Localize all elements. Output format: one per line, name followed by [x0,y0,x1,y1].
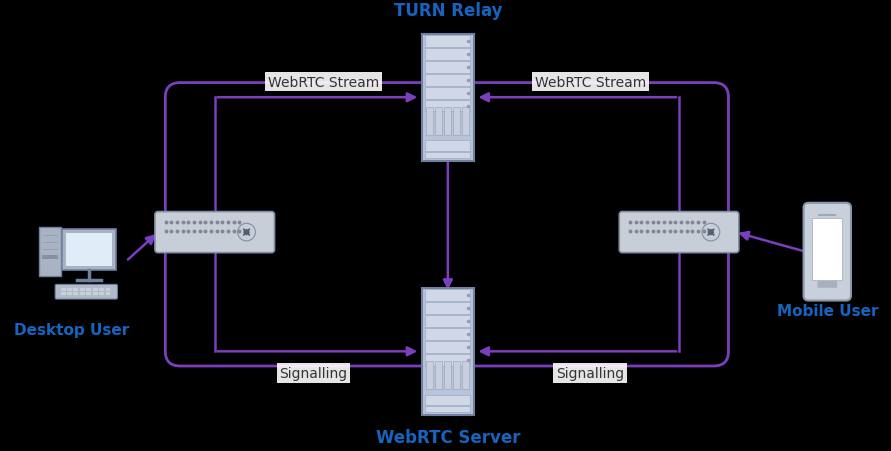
FancyBboxPatch shape [619,212,739,253]
Text: Signalling: Signalling [280,366,347,380]
FancyBboxPatch shape [425,88,470,99]
FancyBboxPatch shape [61,288,66,291]
FancyBboxPatch shape [105,292,110,295]
FancyBboxPatch shape [73,288,78,291]
FancyBboxPatch shape [425,152,470,159]
FancyBboxPatch shape [425,62,470,74]
FancyBboxPatch shape [804,203,851,301]
FancyBboxPatch shape [61,230,116,271]
Text: TURN Relay: TURN Relay [394,2,503,20]
FancyBboxPatch shape [39,228,61,276]
FancyBboxPatch shape [462,108,470,136]
FancyBboxPatch shape [425,354,470,366]
FancyBboxPatch shape [426,108,433,136]
FancyBboxPatch shape [813,219,842,280]
Text: Desktop User: Desktop User [14,322,129,337]
FancyBboxPatch shape [61,292,66,295]
FancyBboxPatch shape [73,292,78,295]
FancyBboxPatch shape [462,362,470,390]
FancyBboxPatch shape [426,362,433,390]
FancyBboxPatch shape [66,234,112,267]
FancyBboxPatch shape [425,101,470,112]
FancyBboxPatch shape [425,303,470,314]
FancyBboxPatch shape [425,406,470,412]
FancyBboxPatch shape [67,288,72,291]
Text: WebRTC Server: WebRTC Server [376,428,520,446]
FancyBboxPatch shape [422,288,474,415]
FancyBboxPatch shape [425,290,470,301]
FancyBboxPatch shape [425,395,470,405]
FancyBboxPatch shape [425,341,470,353]
FancyBboxPatch shape [42,255,58,260]
FancyBboxPatch shape [67,292,72,295]
Text: Signalling: Signalling [556,366,625,380]
FancyBboxPatch shape [436,108,442,136]
FancyBboxPatch shape [422,35,474,161]
FancyBboxPatch shape [425,49,470,60]
FancyBboxPatch shape [86,292,91,295]
FancyBboxPatch shape [445,362,452,390]
FancyBboxPatch shape [99,292,104,295]
Text: WebRTC Stream: WebRTC Stream [268,75,379,89]
FancyBboxPatch shape [454,108,461,136]
FancyBboxPatch shape [80,292,85,295]
FancyBboxPatch shape [817,281,838,288]
FancyBboxPatch shape [445,108,452,136]
FancyBboxPatch shape [105,288,110,291]
FancyBboxPatch shape [436,362,442,390]
FancyBboxPatch shape [93,292,98,295]
FancyBboxPatch shape [80,288,85,291]
FancyBboxPatch shape [93,288,98,291]
FancyBboxPatch shape [425,316,470,327]
FancyBboxPatch shape [99,288,104,291]
Text: Mobile User: Mobile User [777,304,878,319]
FancyBboxPatch shape [155,212,274,253]
FancyBboxPatch shape [55,285,118,299]
FancyBboxPatch shape [86,288,91,291]
Text: WebRTC Stream: WebRTC Stream [535,75,646,89]
FancyBboxPatch shape [425,328,470,340]
FancyBboxPatch shape [454,362,461,390]
FancyBboxPatch shape [425,141,470,151]
FancyBboxPatch shape [425,36,470,48]
FancyBboxPatch shape [425,75,470,87]
